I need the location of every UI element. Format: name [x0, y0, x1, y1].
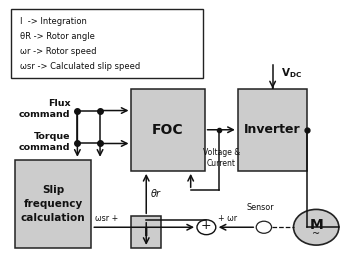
FancyBboxPatch shape — [131, 216, 161, 248]
Text: Inverter: Inverter — [244, 123, 301, 136]
Text: ωsr -> Calculated slip speed: ωsr -> Calculated slip speed — [20, 62, 140, 71]
Text: $\mathbf{V_{DC}}$: $\mathbf{V_{DC}}$ — [281, 67, 302, 80]
Text: FOC: FOC — [152, 123, 184, 137]
Text: Slip
frequency
calculation: Slip frequency calculation — [21, 185, 85, 223]
Text: I  -> Integration: I -> Integration — [20, 17, 87, 26]
Text: ωr -> Rotor speed: ωr -> Rotor speed — [20, 47, 96, 56]
Text: + ωr: + ωr — [218, 214, 237, 223]
Circle shape — [256, 221, 272, 233]
Circle shape — [294, 209, 339, 245]
Text: Sensor: Sensor — [247, 203, 274, 212]
Text: +: + — [201, 219, 212, 232]
Text: Voltage &
Current: Voltage & Current — [203, 148, 240, 168]
FancyBboxPatch shape — [15, 160, 91, 248]
Text: Torque
command: Torque command — [19, 132, 70, 152]
Text: ~: ~ — [312, 229, 320, 239]
FancyBboxPatch shape — [238, 89, 307, 171]
Text: θr: θr — [150, 189, 160, 199]
Text: θR -> Rotor angle: θR -> Rotor angle — [20, 32, 95, 41]
FancyBboxPatch shape — [131, 89, 205, 171]
Text: I: I — [144, 225, 148, 238]
Circle shape — [197, 220, 216, 235]
Text: M: M — [309, 217, 323, 232]
Text: ωsr +: ωsr + — [95, 214, 118, 223]
FancyBboxPatch shape — [11, 9, 203, 78]
Text: Flux
command: Flux command — [19, 99, 70, 119]
